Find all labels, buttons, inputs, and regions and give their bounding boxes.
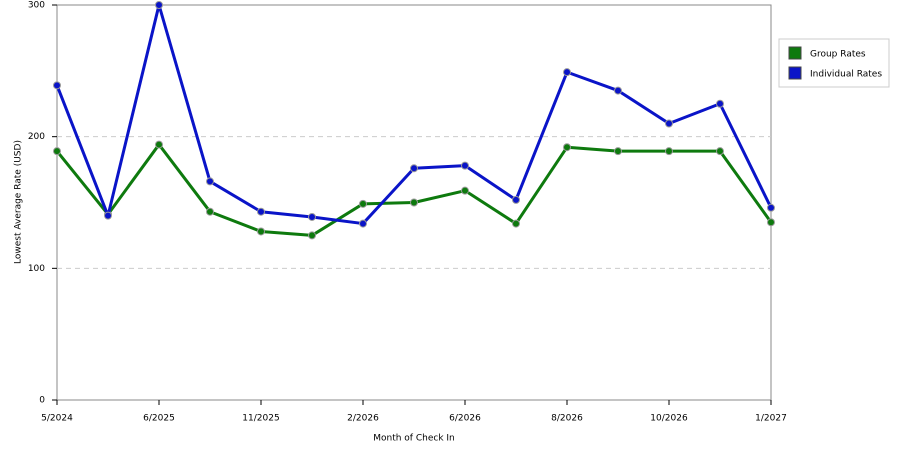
legend-label: Individual Rates <box>810 70 882 80</box>
point <box>410 164 418 173</box>
point <box>308 212 316 221</box>
point <box>716 99 724 108</box>
point <box>767 218 775 227</box>
point <box>665 119 673 128</box>
point <box>359 199 367 208</box>
x-tick-label: 6/2026 <box>449 414 481 424</box>
point <box>767 203 775 212</box>
point <box>53 81 61 90</box>
y-axis-title: Lowest Average Rate (USD) <box>14 140 24 264</box>
series-line <box>55 3 773 226</box>
point <box>614 86 622 95</box>
y-tick-label: 100 <box>28 264 45 274</box>
point <box>563 143 571 152</box>
point <box>461 161 469 170</box>
x-axis-title: Month of Check In <box>373 434 455 444</box>
point <box>512 219 520 228</box>
point <box>257 207 265 216</box>
point <box>308 231 316 240</box>
point <box>206 177 214 186</box>
legend-swatch <box>788 46 802 60</box>
x-tick-label: 2/2026 <box>347 414 379 424</box>
x-tick-label: 5/2024 <box>41 414 73 424</box>
point <box>563 68 571 77</box>
x-tick-label: 6/2025 <box>143 414 175 424</box>
x-tick-label: 8/2026 <box>551 414 583 424</box>
point <box>716 147 724 156</box>
point <box>104 211 112 220</box>
point <box>155 1 163 9</box>
plot-frame <box>56 4 772 401</box>
y-tick-label: 300 <box>28 1 45 11</box>
legend <box>778 38 890 88</box>
point <box>359 219 367 228</box>
y-tick-label: 200 <box>28 132 45 142</box>
point <box>614 147 622 156</box>
x-tick-label: 1/2027 <box>755 414 787 424</box>
y-tick-label: 0 <box>39 396 45 406</box>
point <box>257 227 265 236</box>
point <box>512 195 520 204</box>
point <box>53 147 61 156</box>
point <box>665 147 673 156</box>
x-tick-label: 10/2026 <box>650 414 688 424</box>
series-line <box>55 143 773 237</box>
point <box>410 198 418 207</box>
point <box>155 140 163 149</box>
legend-swatch <box>788 66 802 80</box>
point <box>461 186 469 195</box>
legend-label: Group Rates <box>810 50 866 60</box>
point <box>206 207 214 216</box>
x-tick-label: 11/2025 <box>242 414 279 424</box>
